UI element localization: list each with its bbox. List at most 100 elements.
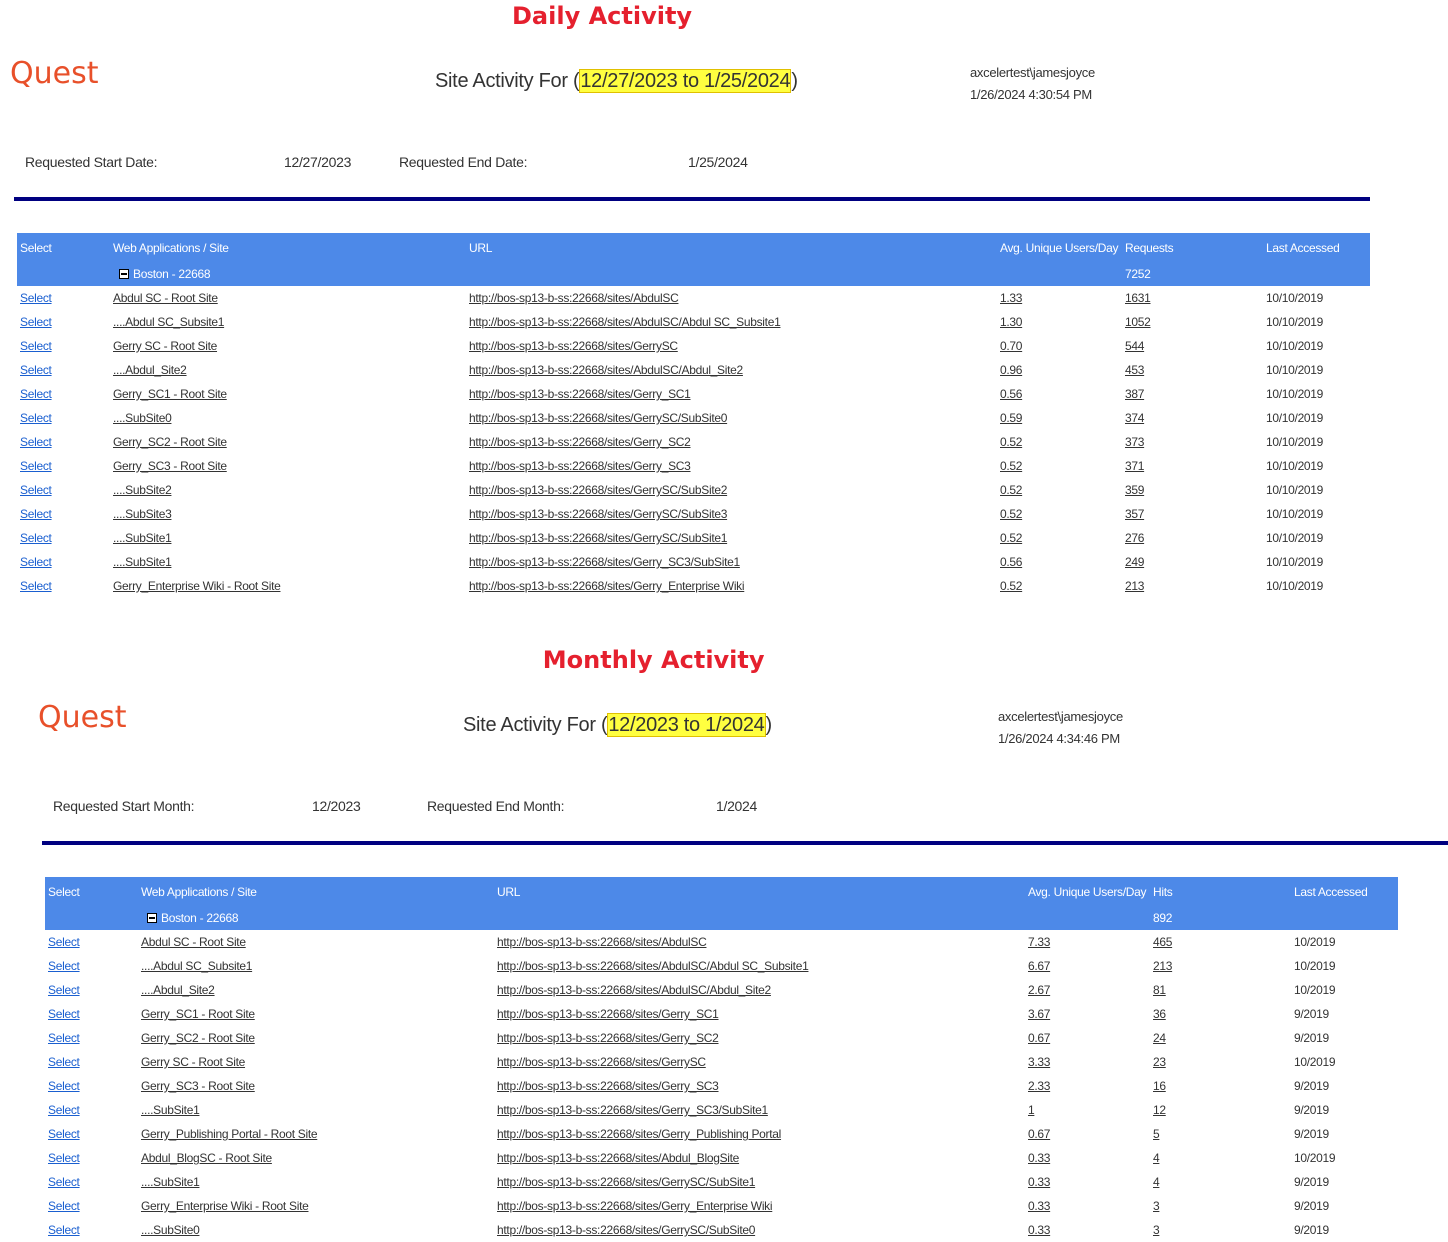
site-link[interactable]: ....SubSite1	[141, 1103, 200, 1117]
site-link[interactable]: ....Abdul_Site2	[141, 983, 215, 997]
avg-users-link[interactable]: 0.33	[1028, 1199, 1051, 1213]
url-link[interactable]: http://bos-sp13-b-ss:22668/sites/Gerry_S…	[469, 435, 691, 449]
url-link[interactable]: http://bos-sp13-b-ss:22668/sites/AbdulSC…	[497, 959, 809, 973]
select-link[interactable]: Select	[48, 1223, 80, 1237]
avg-users-link[interactable]: 1.30	[1000, 315, 1023, 329]
url-link[interactable]: http://bos-sp13-b-ss:22668/sites/GerrySC…	[469, 507, 728, 521]
select-link[interactable]: Select	[48, 1055, 80, 1069]
column-header[interactable]: Last Accessed	[1294, 885, 1368, 899]
select-link[interactable]: Select	[48, 1199, 80, 1213]
select-link[interactable]: Select	[48, 1175, 80, 1189]
site-link[interactable]: ....Abdul_Site2	[113, 363, 187, 377]
site-link[interactable]: ....SubSite0	[141, 1223, 200, 1237]
count-link[interactable]: 373	[1125, 435, 1145, 449]
url-link[interactable]: http://bos-sp13-b-ss:22668/sites/AbdulSC…	[469, 363, 743, 377]
url-link[interactable]: http://bos-sp13-b-ss:22668/sites/GerrySC…	[497, 1223, 756, 1237]
url-link[interactable]: http://bos-sp13-b-ss:22668/sites/AbdulSC…	[469, 315, 781, 329]
column-header[interactable]: Select	[20, 241, 52, 255]
site-link[interactable]: ....SubSite3	[113, 507, 172, 521]
count-link[interactable]: 5	[1153, 1127, 1160, 1141]
count-link[interactable]: 4	[1153, 1175, 1160, 1189]
url-link[interactable]: http://bos-sp13-b-ss:22668/sites/Abdul_B…	[497, 1151, 740, 1165]
avg-users-link[interactable]: 0.52	[1000, 483, 1023, 497]
select-link[interactable]: Select	[20, 363, 52, 377]
count-link[interactable]: 23	[1153, 1055, 1166, 1069]
count-link[interactable]: 371	[1125, 459, 1145, 473]
site-link[interactable]: Gerry_Publishing Portal - Root Site	[141, 1127, 318, 1141]
select-link[interactable]: Select	[48, 1151, 80, 1165]
count-link[interactable]: 81	[1153, 983, 1166, 997]
select-link[interactable]: Select	[20, 339, 52, 353]
count-link[interactable]: 357	[1125, 507, 1145, 521]
url-link[interactable]: http://bos-sp13-b-ss:22668/sites/Gerry_S…	[497, 1031, 719, 1045]
avg-users-link[interactable]: 6.67	[1028, 959, 1051, 973]
url-link[interactable]: http://bos-sp13-b-ss:22668/sites/GerrySC…	[497, 1175, 756, 1189]
avg-users-link[interactable]: 1	[1028, 1103, 1035, 1117]
count-link[interactable]: 36	[1153, 1007, 1166, 1021]
select-link[interactable]: Select	[20, 483, 52, 497]
avg-users-link[interactable]: 0.33	[1028, 1223, 1051, 1237]
avg-users-link[interactable]: 0.52	[1000, 531, 1023, 545]
collapse-icon[interactable]	[119, 269, 129, 279]
count-link[interactable]: 1052	[1125, 315, 1151, 329]
column-header[interactable]: Avg. Unique Users/Day	[1000, 241, 1119, 255]
url-link[interactable]: http://bos-sp13-b-ss:22668/sites/Gerry_P…	[497, 1127, 782, 1141]
avg-users-link[interactable]: 0.52	[1000, 579, 1023, 593]
url-link[interactable]: http://bos-sp13-b-ss:22668/sites/GerrySC	[497, 1055, 706, 1069]
group-toggle[interactable]: Boston - 22668	[119, 267, 211, 281]
column-header[interactable]: Avg. Unique Users/Day	[1028, 885, 1147, 899]
url-link[interactable]: http://bos-sp13-b-ss:22668/sites/Gerry_S…	[469, 555, 740, 569]
site-link[interactable]: Gerry_SC1 - Root Site	[141, 1007, 255, 1021]
select-link[interactable]: Select	[20, 291, 52, 305]
select-link[interactable]: Select	[20, 411, 52, 425]
site-link[interactable]: Abdul SC - Root Site	[141, 935, 246, 949]
avg-users-link[interactable]: 0.70	[1000, 339, 1023, 353]
avg-users-link[interactable]: 3.33	[1028, 1055, 1051, 1069]
avg-users-link[interactable]: 1.33	[1000, 291, 1023, 305]
avg-users-link[interactable]: 0.67	[1028, 1127, 1051, 1141]
count-link[interactable]: 24	[1153, 1031, 1166, 1045]
select-link[interactable]: Select	[20, 387, 52, 401]
site-link[interactable]: Gerry_SC2 - Root Site	[113, 435, 227, 449]
select-link[interactable]: Select	[48, 1079, 80, 1093]
avg-users-link[interactable]: 0.33	[1028, 1175, 1051, 1189]
count-link[interactable]: 3	[1153, 1199, 1160, 1213]
site-link[interactable]: ....SubSite1	[113, 555, 172, 569]
site-link[interactable]: ....Abdul SC_Subsite1	[113, 315, 225, 329]
avg-users-link[interactable]: 0.56	[1000, 555, 1023, 569]
avg-users-link[interactable]: 3.67	[1028, 1007, 1051, 1021]
site-link[interactable]: Gerry_Enterprise Wiki - Root Site	[141, 1199, 309, 1213]
column-header[interactable]: URL	[469, 241, 493, 255]
url-link[interactable]: http://bos-sp13-b-ss:22668/sites/GerrySC	[469, 339, 678, 353]
url-link[interactable]: http://bos-sp13-b-ss:22668/sites/GerrySC…	[469, 531, 728, 545]
site-link[interactable]: ....SubSite0	[113, 411, 172, 425]
column-header[interactable]: Web Applications / Site	[141, 885, 257, 899]
site-link[interactable]: Gerry_SC3 - Root Site	[113, 459, 227, 473]
select-link[interactable]: Select	[20, 315, 52, 329]
url-link[interactable]: http://bos-sp13-b-ss:22668/sites/Gerry_S…	[469, 459, 691, 473]
url-link[interactable]: http://bos-sp13-b-ss:22668/sites/AbdulSC	[497, 935, 707, 949]
url-link[interactable]: http://bos-sp13-b-ss:22668/sites/Gerry_S…	[497, 1007, 719, 1021]
select-link[interactable]: Select	[48, 959, 80, 973]
count-link[interactable]: 249	[1125, 555, 1145, 569]
site-link[interactable]: Gerry SC - Root Site	[113, 339, 218, 353]
collapse-icon[interactable]	[147, 913, 157, 923]
site-link[interactable]: Abdul SC - Root Site	[113, 291, 218, 305]
select-link[interactable]: Select	[20, 555, 52, 569]
site-link[interactable]: Gerry_Enterprise Wiki - Root Site	[113, 579, 281, 593]
avg-users-link[interactable]: 2.67	[1028, 983, 1051, 997]
count-link[interactable]: 213	[1125, 579, 1145, 593]
avg-users-link[interactable]: 0.59	[1000, 411, 1023, 425]
select-link[interactable]: Select	[48, 935, 80, 949]
select-link[interactable]: Select	[48, 1127, 80, 1141]
url-link[interactable]: http://bos-sp13-b-ss:22668/sites/AbdulSC…	[497, 983, 771, 997]
select-link[interactable]: Select	[20, 579, 52, 593]
group-toggle[interactable]: Boston - 22668	[147, 911, 239, 925]
column-header[interactable]: Hits	[1153, 885, 1173, 899]
select-link[interactable]: Select	[20, 459, 52, 473]
column-header[interactable]: Last Accessed	[1266, 241, 1340, 255]
count-link[interactable]: 359	[1125, 483, 1145, 497]
count-link[interactable]: 544	[1125, 339, 1145, 353]
count-link[interactable]: 16	[1153, 1079, 1166, 1093]
url-link[interactable]: http://bos-sp13-b-ss:22668/sites/GerrySC…	[469, 483, 728, 497]
